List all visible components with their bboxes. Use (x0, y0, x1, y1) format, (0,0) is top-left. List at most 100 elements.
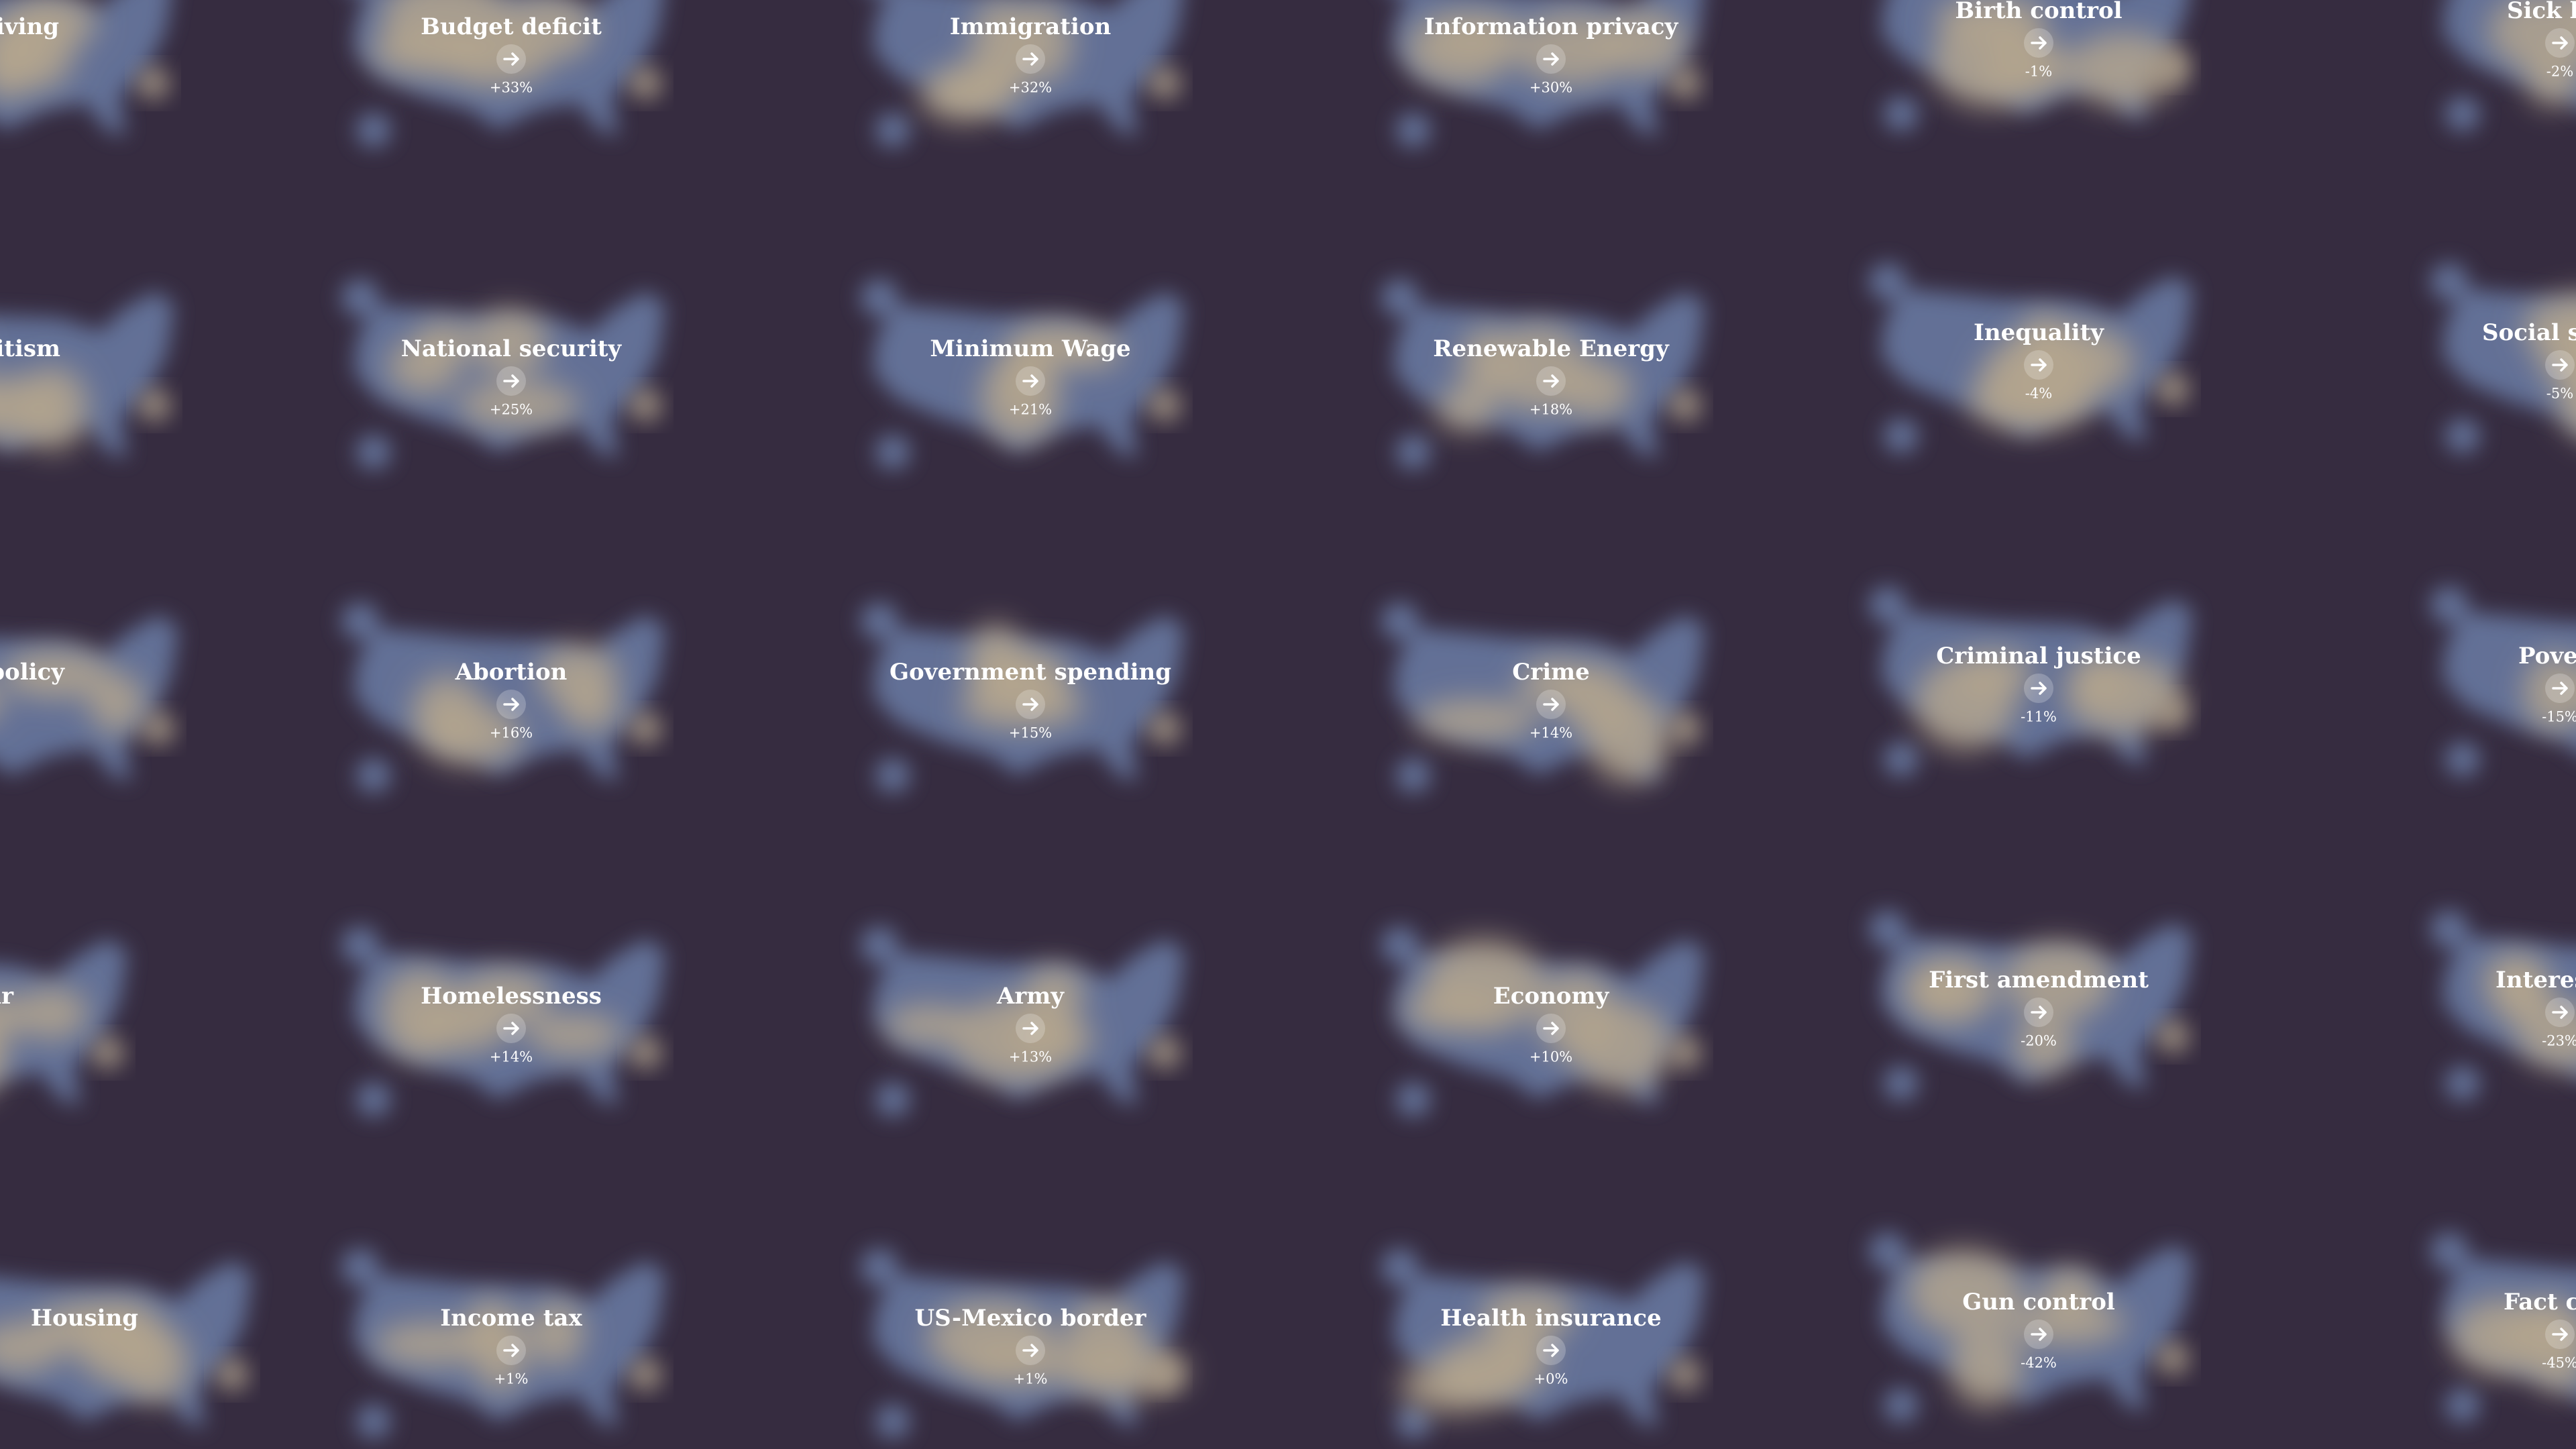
map-heatmap (1869, 1232, 2193, 1423)
heat-blob (927, 1299, 1054, 1377)
heat-blob (628, 388, 663, 423)
heat-blob (1538, 969, 1617, 1061)
map-heatmap (1381, 602, 1705, 793)
heat-blob (1514, 11, 1629, 87)
arrow-button[interactable] (496, 366, 526, 396)
arrow-button[interactable] (496, 44, 526, 74)
heat-blob (2068, 32, 2182, 107)
heat-blob (560, 682, 621, 732)
heat-blobs (0, 1299, 190, 1403)
heat-blobs (411, 644, 621, 765)
topic-label: Birth control (1955, 0, 2122, 24)
arrow-button[interactable] (2545, 674, 2575, 703)
arrow-button[interactable] (496, 1014, 526, 1043)
topic-label: Pover (2518, 643, 2576, 669)
map-heatmap (2430, 586, 2576, 777)
heat-blob (1402, 988, 1506, 1032)
heat-blob (1668, 711, 1703, 746)
arrow-button[interactable] (1536, 690, 1566, 719)
map-heatmap (2430, 1232, 2576, 1423)
arrow-icon (1022, 1022, 1038, 1035)
heat-blob (0, 388, 8, 415)
arrow-icon (1022, 1344, 1038, 1357)
change-label: +25% (490, 402, 533, 418)
arrow-icon (1543, 1344, 1559, 1357)
change-label: +30% (1529, 80, 1572, 96)
topic-label: policy (0, 659, 65, 686)
heat-blob (1436, 386, 1497, 431)
arrow-button[interactable] (2545, 350, 2575, 380)
arrow-button[interactable] (1016, 1336, 1045, 1365)
arrow-button[interactable] (2024, 1320, 2053, 1349)
heat-blob (1147, 1035, 1182, 1070)
arrow-button[interactable] (2024, 998, 2053, 1027)
arrow-button[interactable] (2545, 998, 2575, 1027)
arrow-button[interactable] (1536, 366, 1566, 396)
topic-label: Inequality (1974, 319, 2104, 346)
arrow-button[interactable] (1536, 1014, 1566, 1043)
heat-blob (1489, 1326, 1551, 1391)
change-label: +21% (1009, 402, 1052, 418)
topic-label: Crime (1512, 659, 1590, 686)
map-heatmap (1869, 910, 2193, 1101)
heat-blob (1668, 1357, 1703, 1392)
arrow-button[interactable] (496, 690, 526, 719)
change-label: +16% (490, 725, 533, 741)
arrow-icon (2031, 1006, 2047, 1019)
arrow-icon (2031, 36, 2047, 50)
change-label: -2% (2546, 64, 2573, 80)
arrow-button[interactable] (496, 1336, 526, 1365)
topic-label: Army (996, 983, 1065, 1010)
topic-label: National security (401, 335, 623, 362)
change-label: +0% (1534, 1371, 1568, 1387)
heat-blob (1490, 324, 1588, 413)
arrow-button[interactable] (1536, 44, 1566, 74)
heat-blobs (0, 0, 98, 101)
map-heatmap (0, 279, 174, 470)
heat-blob (1147, 388, 1182, 423)
map-heatmap (0, 1248, 252, 1439)
arrow-button[interactable] (2024, 350, 2053, 380)
heat-blobs (980, 322, 1123, 443)
heat-blob (2523, 653, 2576, 732)
map-heatmap (861, 602, 1185, 793)
heat-blobs (380, 967, 623, 1061)
heat-blobs (1436, 324, 1633, 431)
topic-label: Social se (2482, 319, 2576, 346)
arrow-icon (2031, 1328, 2047, 1341)
arrow-button[interactable] (2545, 28, 2575, 58)
arrow-button[interactable] (2545, 1320, 2575, 1349)
arrow-button[interactable] (1536, 1336, 1566, 1365)
arrow-button[interactable] (1016, 44, 1045, 74)
map-heatmap (861, 926, 1185, 1117)
arrow-icon (2552, 36, 2568, 50)
topic-label: Economy (1493, 983, 1610, 1010)
topic-label: Health insurance (1440, 1305, 1661, 1332)
map-heatmap (341, 279, 665, 470)
heat-blob (969, 658, 1054, 701)
heat-blob (458, 380, 580, 429)
map-heatmap (1869, 263, 2193, 453)
heat-blobs (0, 649, 145, 734)
heat-blob (90, 1035, 125, 1070)
arrow-icon (1543, 52, 1559, 66)
heat-blob (2042, 1267, 2098, 1318)
heat-blob (409, 1002, 509, 1054)
arrow-button[interactable] (1016, 1014, 1045, 1043)
heat-blobs (1931, 0, 2182, 108)
heat-blob (628, 1357, 663, 1392)
heat-blob (1147, 66, 1182, 101)
arrow-button[interactable] (1016, 366, 1045, 396)
arrow-icon (1022, 698, 1038, 711)
arrow-icon (1543, 374, 1559, 388)
arrow-button[interactable] (1016, 690, 1045, 719)
heat-blobs (884, 965, 1095, 1083)
map-heatmap (861, 1248, 1189, 1439)
arrow-button[interactable] (2024, 28, 2053, 58)
heat-blob (1479, 1288, 1575, 1342)
topic-label: Gun control (1962, 1289, 2115, 1316)
arrow-icon (2552, 358, 2568, 372)
arrow-button[interactable] (2024, 674, 2053, 703)
topic-label: Minimum Wage (930, 335, 1130, 362)
